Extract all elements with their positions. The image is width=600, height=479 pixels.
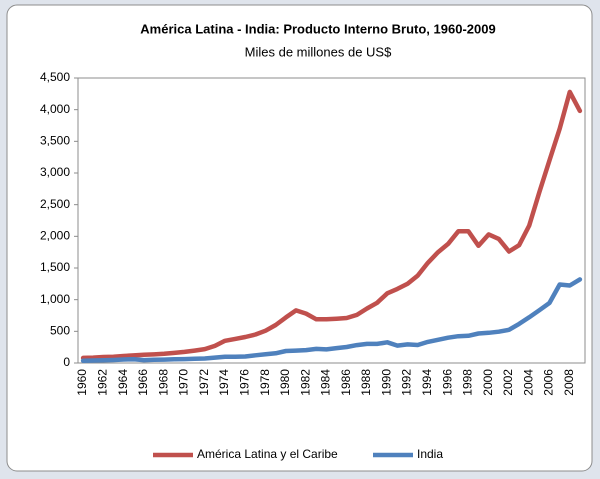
x-tick-label: 1964 [116, 369, 130, 396]
x-tick-label: 1996 [440, 369, 454, 396]
x-tick-label: 2008 [562, 369, 576, 396]
y-tick-label: 1,500 [40, 260, 70, 274]
series-line [80, 277, 583, 363]
x-tick-label: 1978 [258, 369, 272, 396]
x-tick-label: 1992 [400, 369, 414, 396]
legend-label: India [417, 447, 443, 461]
x-tick-label: 1966 [136, 369, 150, 396]
y-tick-label: 3,500 [40, 134, 70, 148]
y-tick-label: 1,000 [40, 292, 70, 306]
y-tick-label: 3,000 [40, 165, 70, 179]
x-tick-label: 1960 [75, 369, 89, 396]
x-tick-label: 1984 [319, 369, 333, 396]
x-tick-label: 2006 [542, 369, 556, 396]
x-tick-label: 2000 [481, 369, 495, 396]
x-tick-label: 1962 [96, 369, 110, 396]
legend-label: América Latina y el Caribe [197, 447, 338, 461]
x-tick-label: 1990 [379, 369, 393, 396]
chart-frame [6, 4, 593, 472]
x-tick-label: 1986 [339, 369, 353, 396]
x-tick-label: 1972 [197, 369, 211, 396]
x-tick-label: 1988 [359, 369, 373, 396]
x-tick-label: 1980 [278, 369, 292, 396]
y-tick-label: 4,000 [40, 102, 70, 116]
x-tick-label: 1982 [298, 369, 312, 396]
chart-title: América Latina - India: Producto Interno… [140, 21, 495, 36]
series-line [80, 89, 583, 361]
y-tick-label: 0 [63, 355, 70, 369]
x-tick-label: 1976 [237, 369, 251, 396]
y-tick-label: 500 [50, 324, 70, 338]
plot-area [77, 77, 586, 364]
x-tick-label: 1974 [217, 369, 231, 396]
x-tick-label: 1994 [420, 369, 434, 396]
y-tick-label: 2,000 [40, 229, 70, 243]
x-tick-label: 1968 [156, 369, 170, 396]
x-tick-label: 1970 [177, 369, 191, 396]
x-tick-label: 2004 [521, 369, 535, 396]
x-tick-label: 1998 [461, 369, 475, 396]
chart-subtitle: Miles de millones de US$ [245, 44, 392, 59]
y-tick-label: 2,500 [40, 197, 70, 211]
x-tick-label: 2002 [501, 369, 515, 396]
y-tick-label: 4,500 [40, 70, 70, 84]
